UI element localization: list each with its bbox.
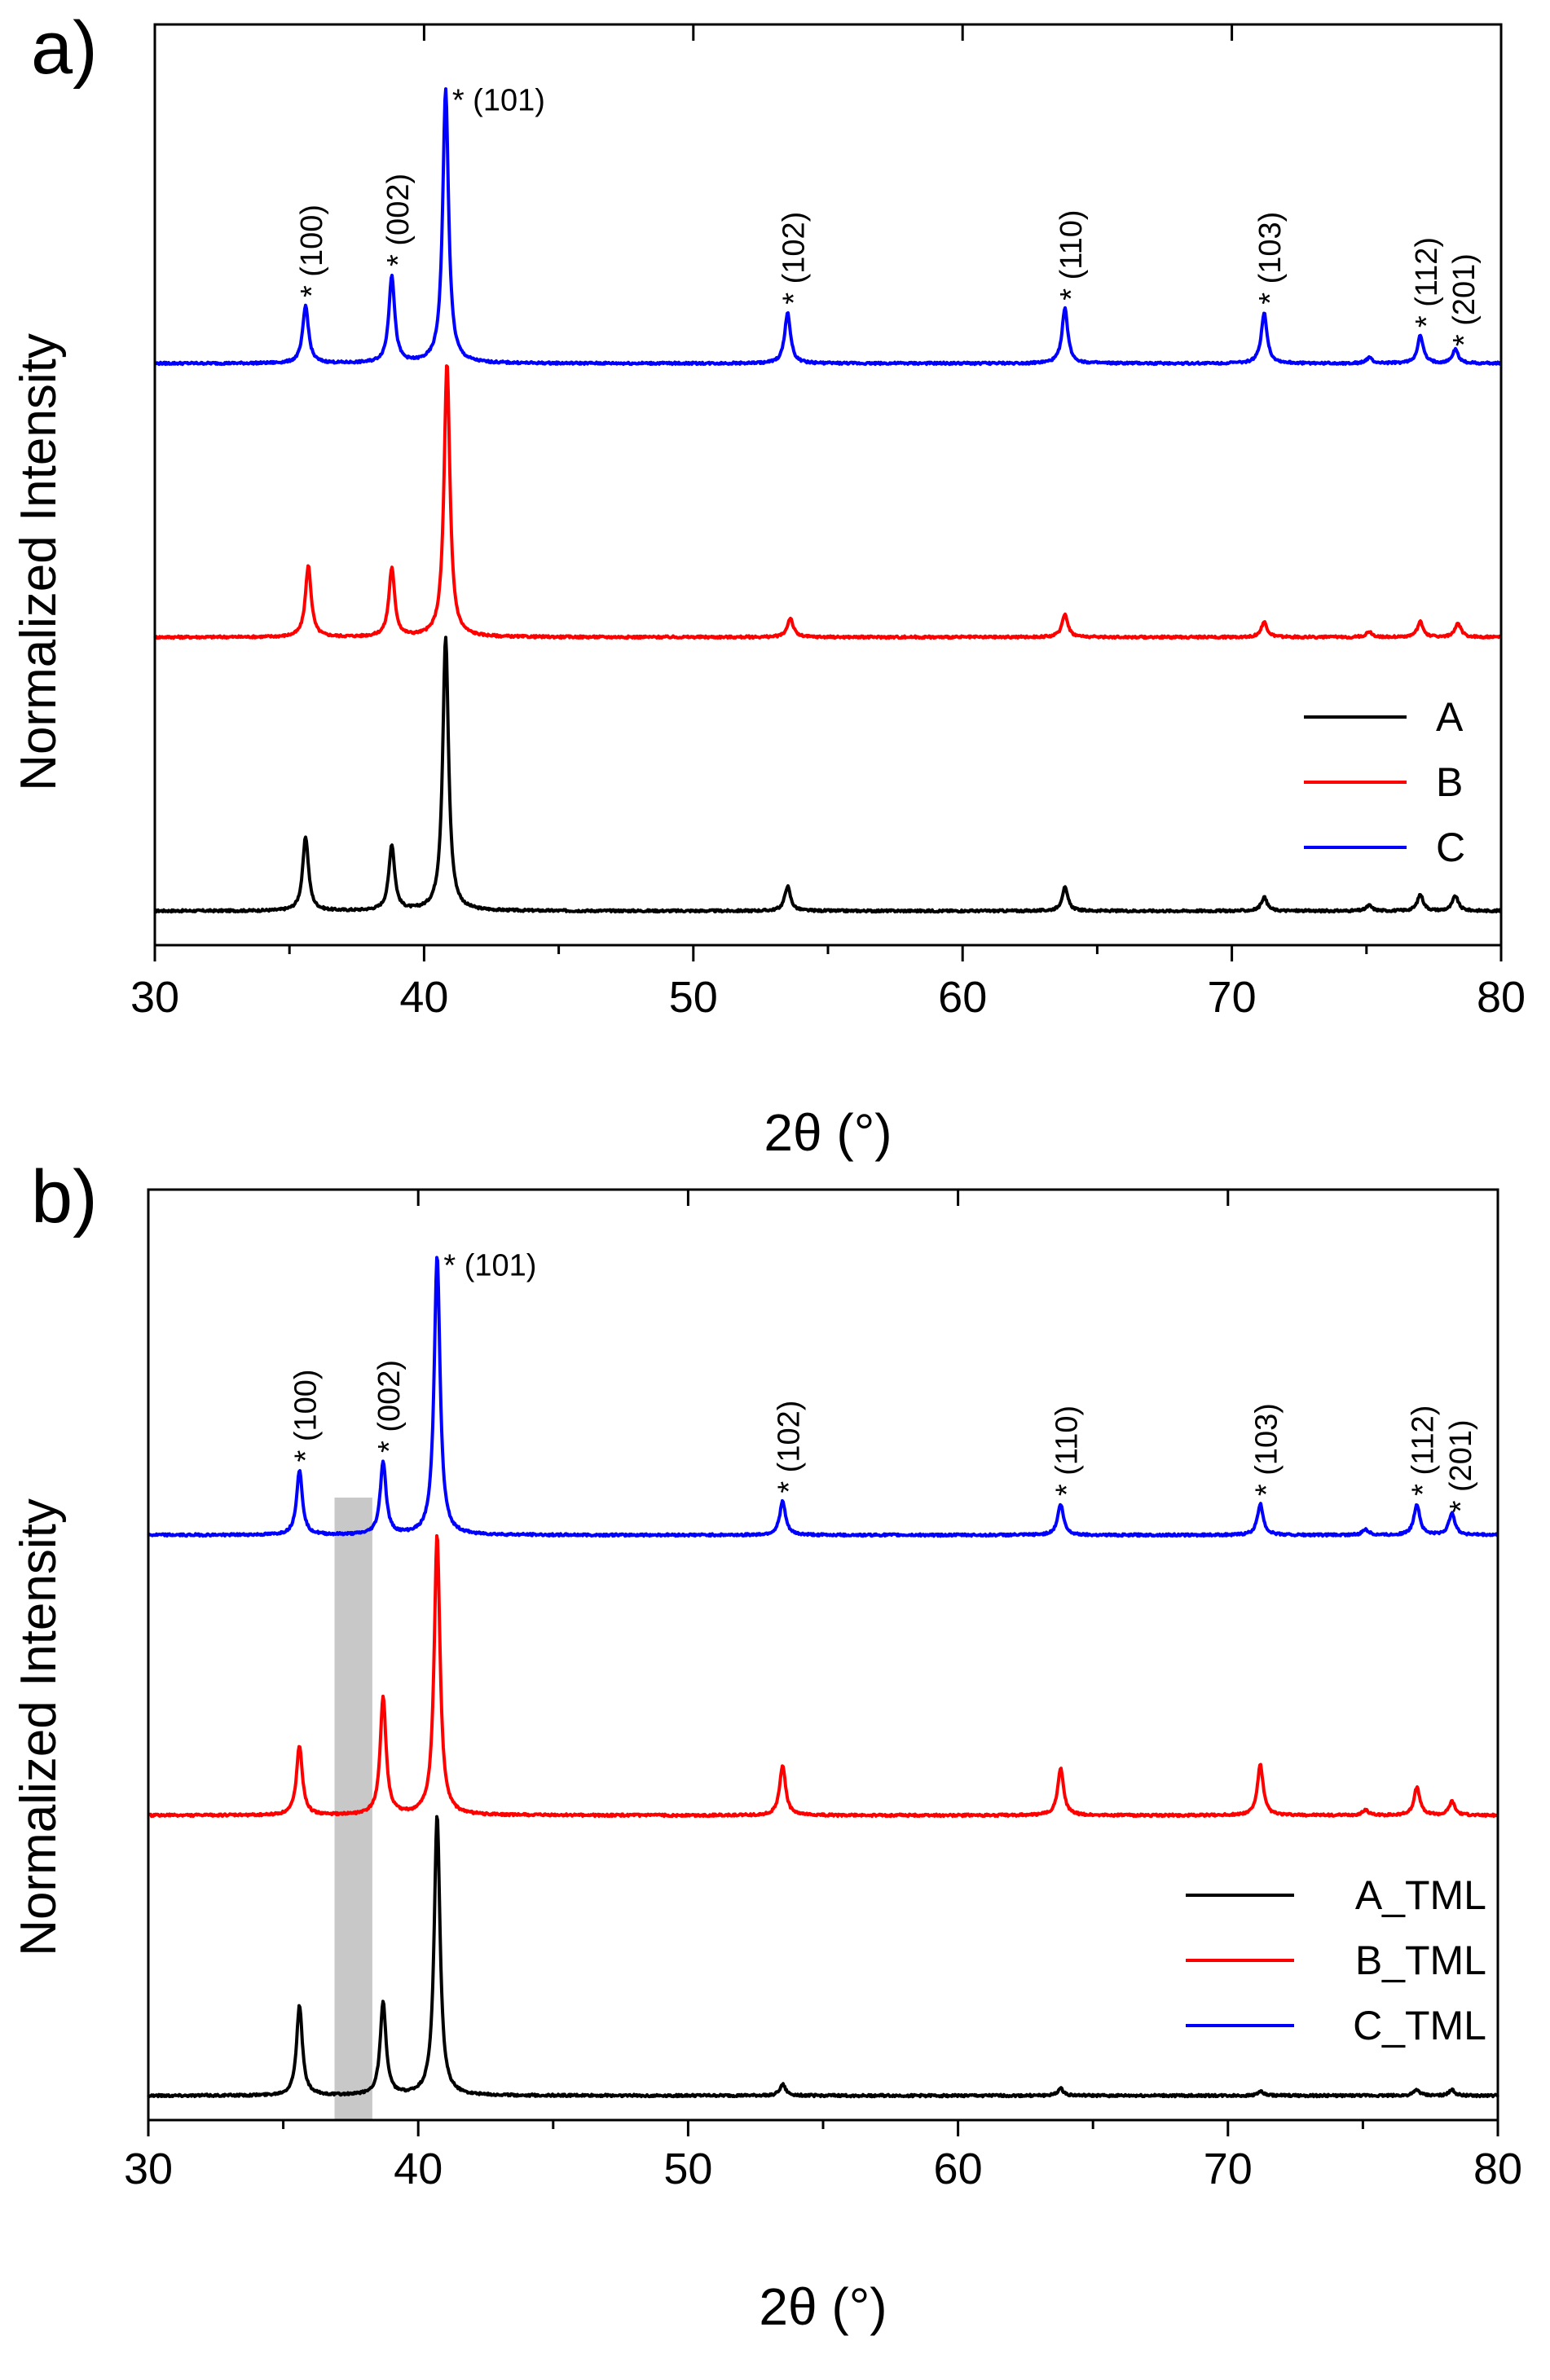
peak-label: * (103) — [1253, 212, 1288, 305]
peak-label: * (100) — [288, 1369, 323, 1462]
peak-label: * (002) — [381, 174, 416, 266]
x-axis-title: 2θ (°) — [759, 2277, 887, 2336]
panel-a: a) * (100) * (002) * (101) * (102) * (110) * (… — [11, 7, 1526, 1162]
x-tick-label: 60 — [934, 2145, 983, 2193]
peak-label: * (112) — [1410, 237, 1444, 328]
x-tick-label: 30 — [124, 2145, 173, 2193]
legend-label: C — [1436, 825, 1465, 870]
x-tick-label: 40 — [394, 2145, 443, 2193]
x-tick-label: 80 — [1477, 973, 1526, 1022]
peak-label: * (110) — [1050, 1406, 1084, 1496]
series-line-C — [153, 87, 1503, 367]
peak-label: * (112) — [1407, 1406, 1441, 1496]
axes-frame — [153, 23, 1503, 947]
x-tick-label: 40 — [399, 973, 448, 1022]
peak-label: * (110) — [1055, 210, 1089, 301]
series-line-A_TML — [147, 1815, 1499, 2099]
legend-label: C_TML — [1353, 2003, 1486, 2048]
series-line-B — [153, 364, 1502, 640]
x-tick-label: 60 — [938, 973, 987, 1022]
legend-label: A_TML — [1355, 1872, 1486, 1918]
legend-label: B — [1436, 759, 1463, 805]
panel-b: b) * (100) * (002) * (101) * (102) * (110) * (… — [11, 1155, 1522, 2336]
x-tick-label: 80 — [1473, 2145, 1522, 2193]
peak-label: * (201) — [1447, 253, 1482, 346]
legend-label: A — [1436, 694, 1464, 740]
panel-label: a) — [31, 7, 98, 90]
peak-label: * (100) — [295, 205, 329, 297]
peak-label: * (101) — [443, 1249, 536, 1283]
x-tick-label: 70 — [1208, 973, 1257, 1022]
series-line-B_TML — [148, 1533, 1499, 1819]
peak-label: * (102) — [777, 212, 811, 305]
peak-label: * (201) — [1444, 1419, 1478, 1512]
y-axis-title: Normalized Intensity — [11, 333, 67, 791]
series-line-C_TML — [147, 1256, 1499, 1538]
x-tick-label: 50 — [663, 2145, 712, 2193]
peak-label: * (102) — [772, 1401, 806, 1494]
x-tick-label: 30 — [130, 973, 179, 1022]
y-axis-title: Normalized Intensity — [11, 1498, 67, 1956]
x-tick-label: 50 — [669, 973, 718, 1022]
peak-label: * (002) — [372, 1360, 407, 1453]
series-line-A — [154, 636, 1503, 914]
x-axis-title: 2θ (°) — [764, 1103, 892, 1162]
x-tick-label: 70 — [1204, 2145, 1253, 2193]
peak-label: * (103) — [1250, 1403, 1284, 1496]
peak-label: * (101) — [452, 83, 545, 117]
legend-label: B_TML — [1355, 1938, 1486, 1983]
panel-label: b) — [31, 1155, 98, 1238]
